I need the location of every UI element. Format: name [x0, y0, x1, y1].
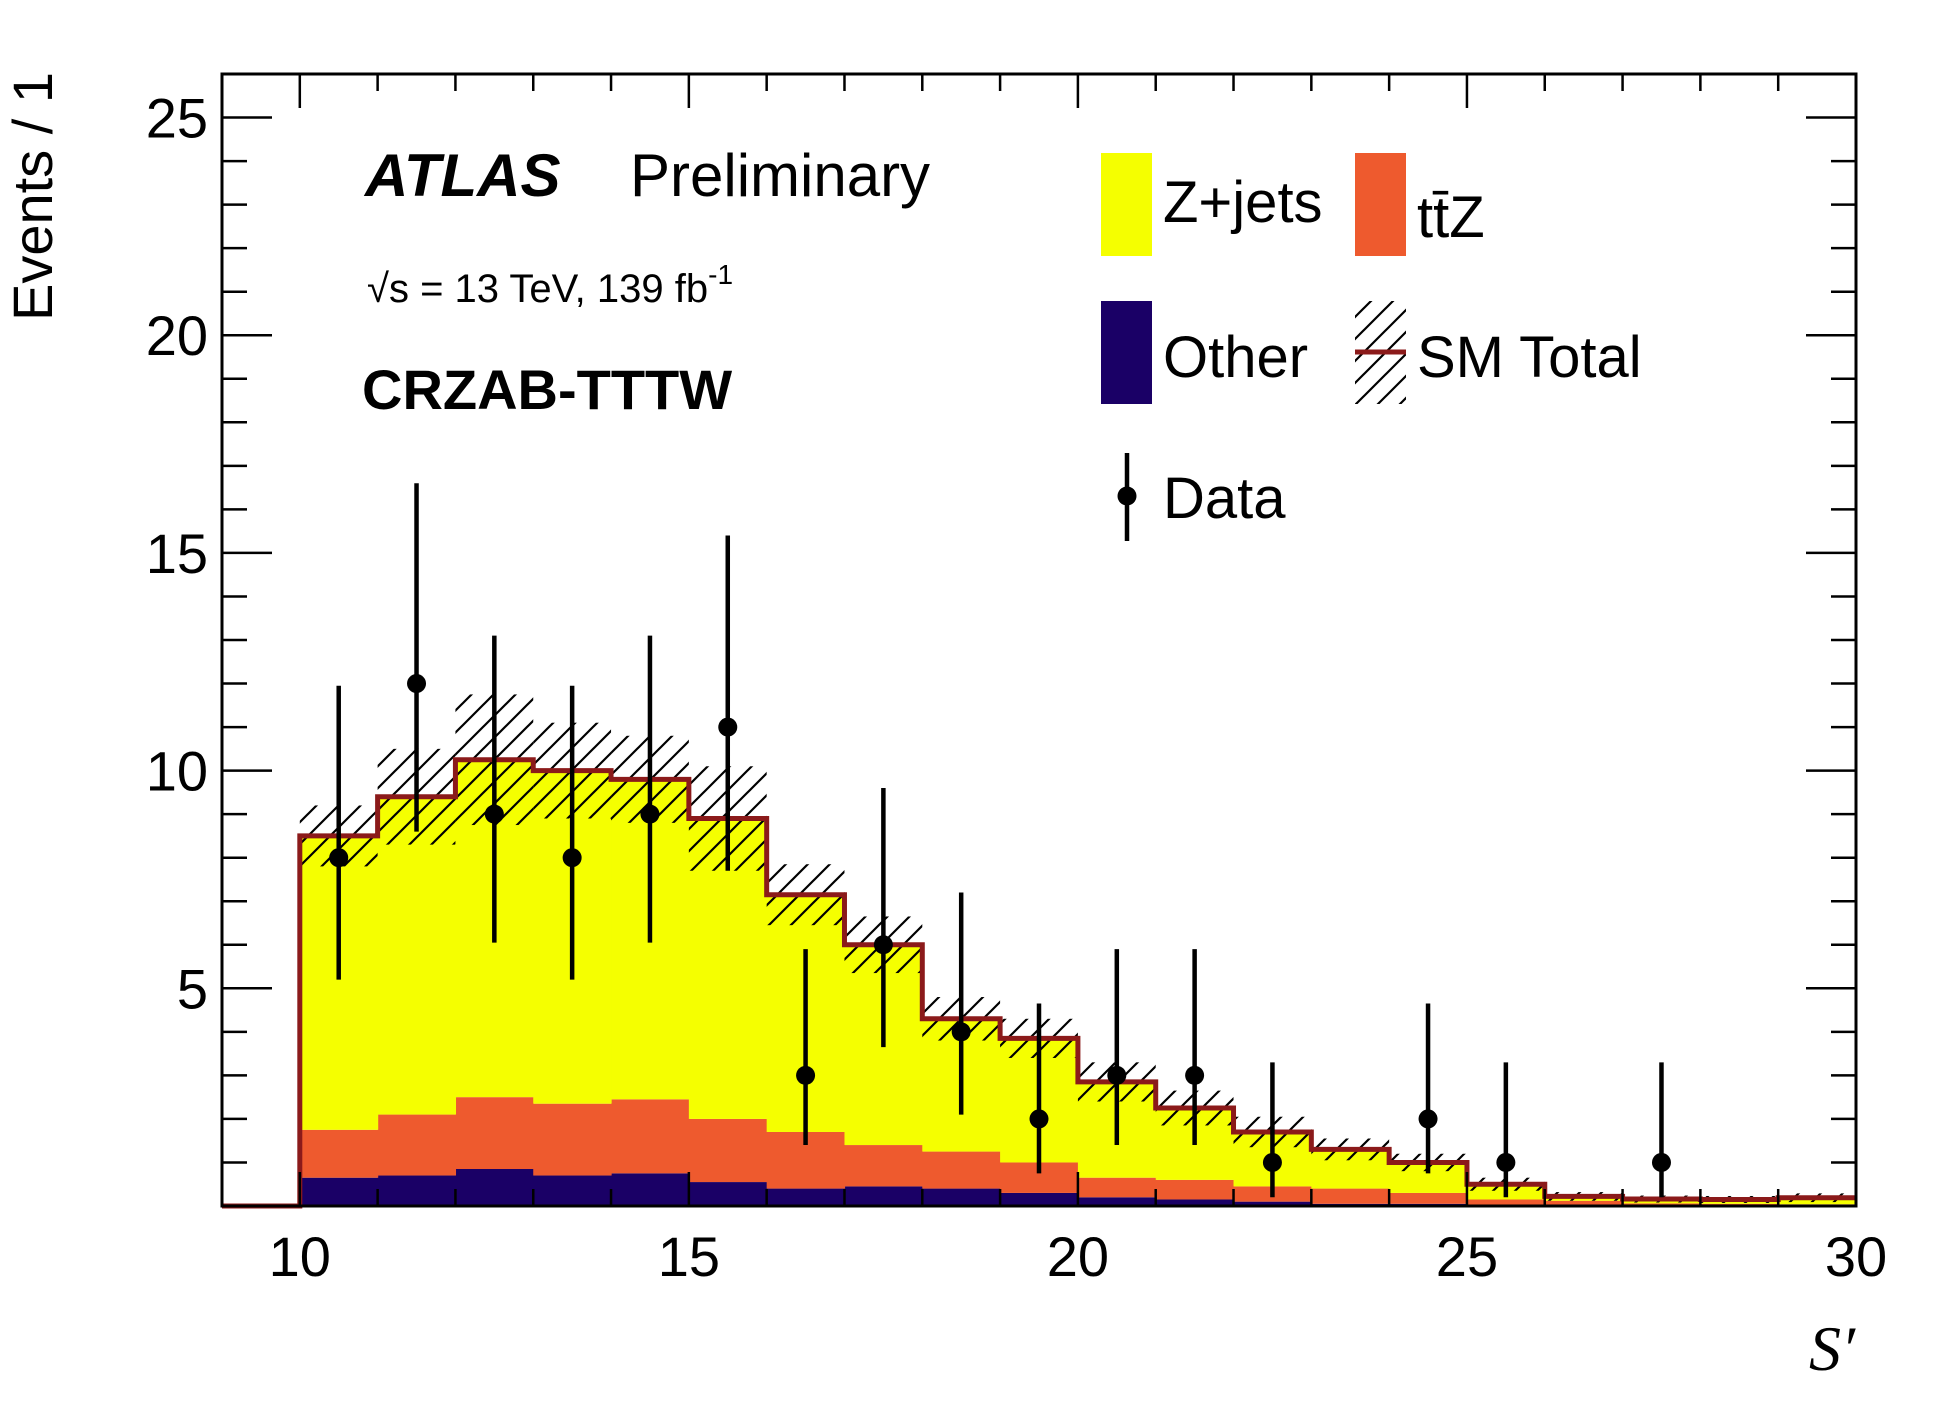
legend: Z+jets tt̄Z Other SM Total Data — [1101, 153, 1642, 541]
data-point-7 — [874, 935, 893, 954]
bar-other-bin-9 — [922, 1189, 1000, 1206]
legend-label-other: Other — [1163, 325, 1308, 390]
legend-swatch-data-marker — [1118, 487, 1137, 506]
bar-ttz-bin-11 — [1078, 1178, 1156, 1198]
y-axis-title: Events / 1 — [1, 72, 64, 321]
bar-ttz-bin-9 — [922, 1152, 1000, 1189]
data-point-4 — [640, 805, 659, 824]
data-point-9 — [1030, 1109, 1049, 1128]
bar-other-bin-3 — [455, 1169, 533, 1206]
bar-ttz-bin-5 — [611, 1099, 689, 1173]
data-point-8 — [952, 1022, 971, 1041]
data-point-0 — [329, 848, 348, 867]
bar-other-bin-5 — [611, 1173, 689, 1206]
legend-swatch-ttz — [1355, 153, 1406, 256]
bar-other-bin-4 — [533, 1176, 611, 1206]
data-point-15 — [1652, 1153, 1671, 1172]
x-tick-label-30: 30 — [1825, 1225, 1887, 1288]
x-tick-label-20: 20 — [1047, 1225, 1109, 1288]
bar-other-bin-8 — [844, 1186, 922, 1206]
legend-label-data: Data — [1163, 466, 1286, 531]
bar-ttz-bin-12 — [1156, 1180, 1234, 1200]
bar-ttz-bin-1 — [300, 1130, 378, 1178]
y-tick-label-10: 10 — [146, 740, 208, 803]
y-tick-label-25: 25 — [146, 87, 208, 150]
data-point-10 — [1107, 1066, 1126, 1085]
bar-ttz-bin-4 — [533, 1104, 611, 1176]
bar-other-bin-6 — [689, 1182, 767, 1206]
bar-ttz-bin-8 — [844, 1145, 922, 1186]
energy-lumi-label: √s = 13 TeV, 139 fb-1 — [367, 259, 733, 311]
legend-swatch-other — [1101, 301, 1152, 404]
x-tick-label-10: 10 — [269, 1225, 331, 1288]
y-tick-label-20: 20 — [146, 304, 208, 367]
bar-other-bin-1 — [300, 1178, 378, 1206]
data-point-2 — [485, 805, 504, 824]
data-point-13 — [1419, 1109, 1438, 1128]
legend-label-smtotal: SM Total — [1417, 325, 1642, 390]
bar-ttz-bin-6 — [689, 1119, 767, 1182]
legend-swatch-zjets — [1101, 153, 1152, 256]
bar-ttz-bin-3 — [455, 1097, 533, 1169]
data-point-11 — [1185, 1066, 1204, 1085]
data-point-3 — [563, 848, 582, 867]
lumi-exponent: -1 — [708, 259, 733, 290]
legend-label-ttz: tt̄Z — [1417, 185, 1485, 250]
y-tick-label-5: 5 — [177, 957, 208, 1020]
x-tick-label-15: 15 — [658, 1225, 720, 1288]
atlas-label: ATLAS — [363, 142, 561, 209]
bar-other-bin-7 — [767, 1189, 845, 1206]
bar-ttz-bin-15 — [1389, 1193, 1467, 1204]
bar-ttz-bin-17 — [1545, 1201, 1623, 1205]
region-label: CRZAB-TTTW — [362, 358, 732, 421]
y-tick-label-15: 15 — [146, 522, 208, 585]
data-point-1 — [407, 674, 426, 693]
preliminary-label: Preliminary — [630, 142, 930, 209]
legend-label-zjets: Z+jets — [1163, 170, 1323, 235]
bar-ttz-bin-16 — [1467, 1199, 1545, 1204]
data-point-6 — [796, 1066, 815, 1085]
data-point-14 — [1496, 1153, 1515, 1172]
bar-ttz-bin-2 — [378, 1115, 456, 1176]
x-axis-title: S′ — [1809, 1313, 1856, 1384]
bar-other-bin-10 — [1000, 1193, 1078, 1206]
stack-layer — [300, 760, 1857, 1206]
bar-ttz-bin-14 — [1311, 1189, 1389, 1204]
data-point-12 — [1263, 1153, 1282, 1172]
energy-lumi-text: √s = 13 TeV, 139 fb — [367, 267, 708, 311]
bar-other-bin-2 — [378, 1176, 456, 1206]
data-point-5 — [718, 718, 737, 737]
x-tick-label-25: 25 — [1436, 1225, 1498, 1288]
